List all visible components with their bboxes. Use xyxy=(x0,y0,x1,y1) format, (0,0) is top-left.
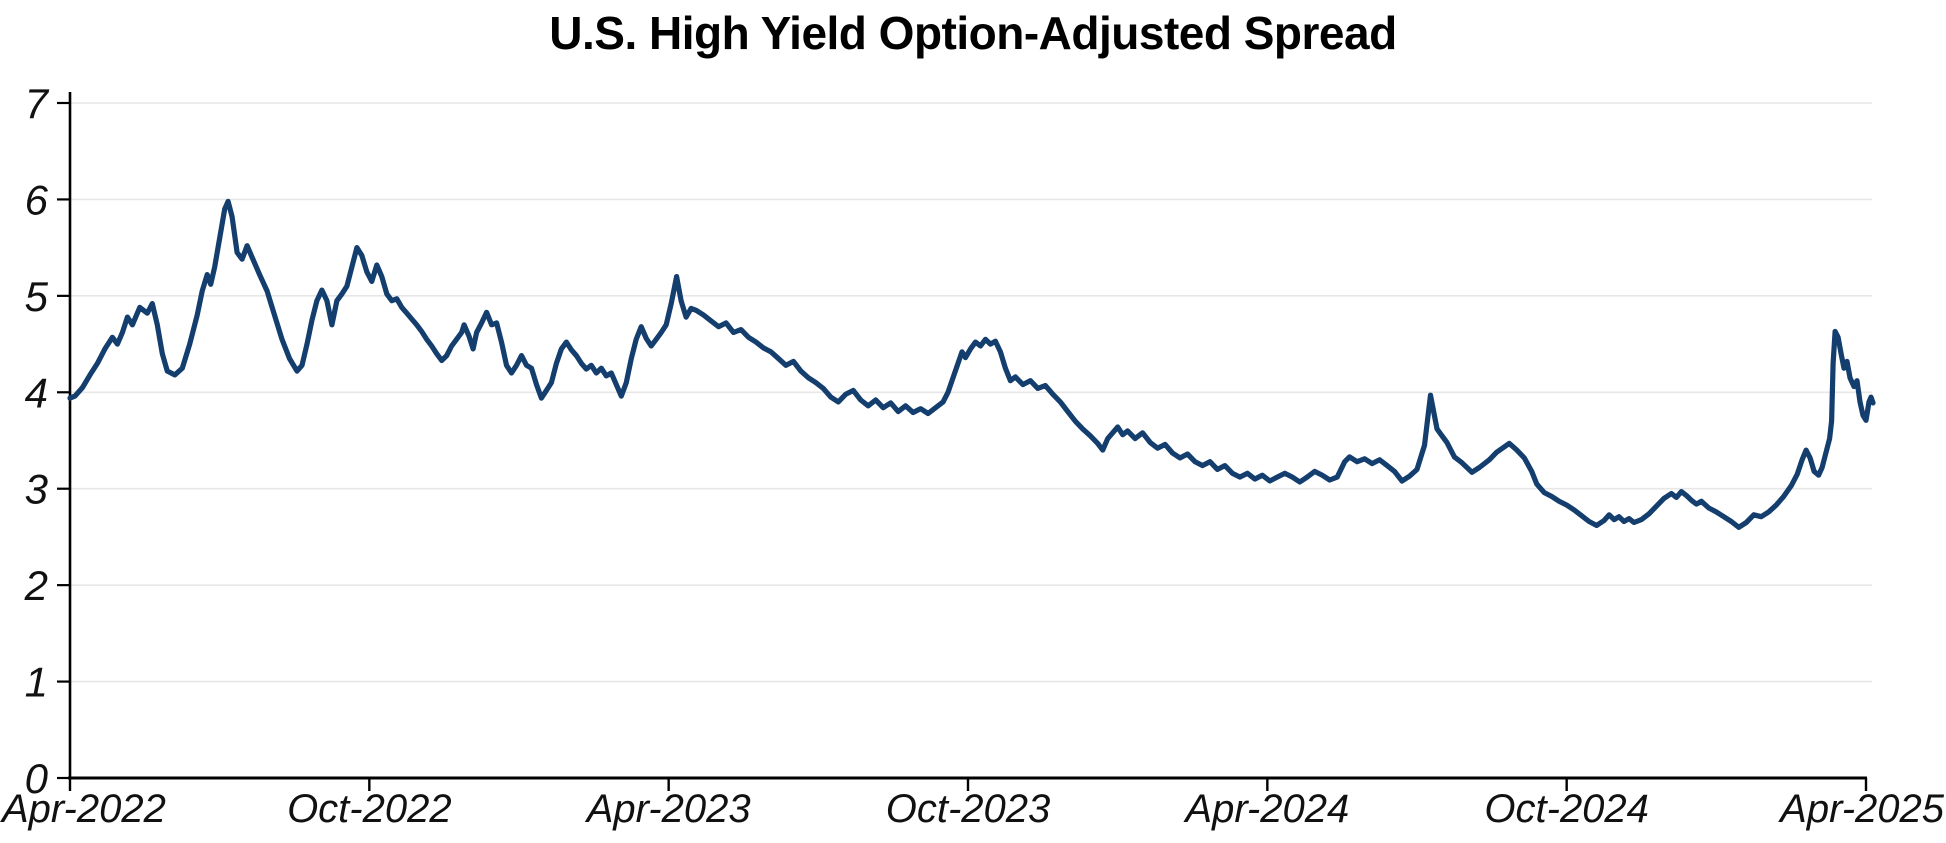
y-tick-label: 4 xyxy=(25,369,48,416)
y-tick-label: 6 xyxy=(25,176,49,223)
y-tick-label: 3 xyxy=(25,466,48,513)
y-tick-label: 7 xyxy=(25,80,50,127)
chart-title: U.S. High Yield Option-Adjusted Spread xyxy=(549,7,1397,59)
x-tick-label: Apr-2024 xyxy=(1183,787,1349,831)
series-layer xyxy=(67,198,1876,530)
axes-layer xyxy=(57,92,1868,791)
x-tick-label: Oct-2024 xyxy=(1484,787,1649,831)
x-tick-label: Apr-2022 xyxy=(0,787,166,831)
axis-labels-layer: 0 1 2 3 4 5 6 7 Apr-2022 Oct-2022 Apr-2023 Oct-2023… xyxy=(0,80,1945,831)
y-tick-label: 1 xyxy=(25,659,48,706)
x-tick-label: Oct-2022 xyxy=(287,787,452,831)
y-tick-label: 2 xyxy=(24,562,48,609)
y-tick-label: 0 xyxy=(25,755,49,802)
spread-line xyxy=(67,198,1876,530)
gridlines-layer xyxy=(70,102,1872,683)
x-tick-label: Apr-2025 xyxy=(1778,787,1945,831)
x-tick-label: Apr-2023 xyxy=(585,787,751,831)
x-tick-label: Oct-2023 xyxy=(886,787,1051,831)
y-tick-label: 5 xyxy=(25,273,49,320)
